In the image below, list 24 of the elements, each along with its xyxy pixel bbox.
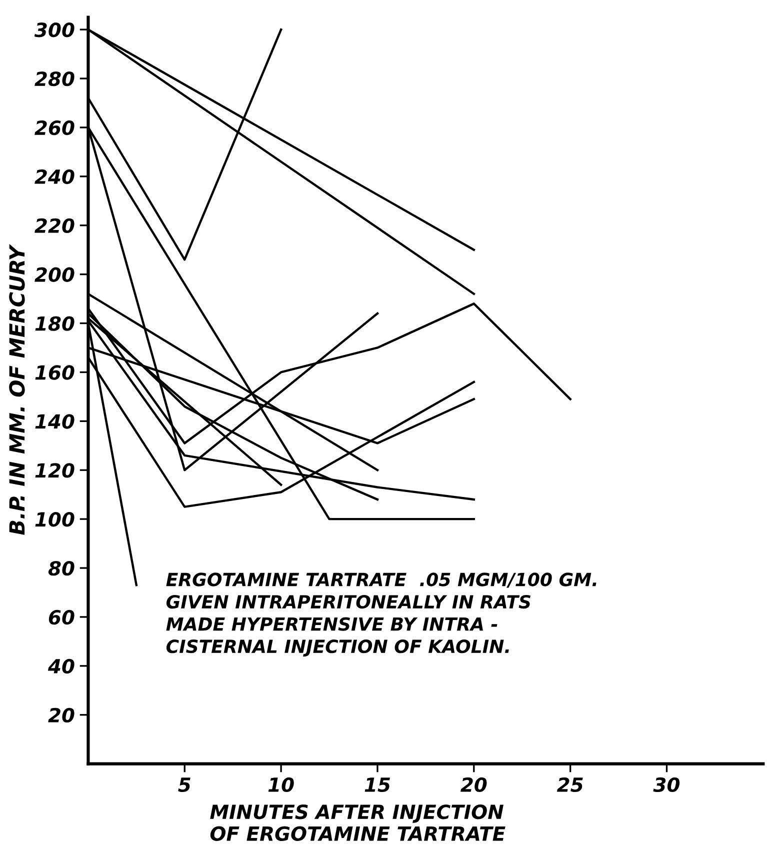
y-tick-label: 240 (34, 169, 74, 184)
y-axis-title: B.P. IN MM. OF MERCURY (9, 244, 25, 535)
y-tick-label: 140 (35, 414, 74, 429)
y-tick-label: 280 (34, 71, 74, 86)
x-tick-label: 10 (268, 777, 294, 792)
y-tick-label: 180 (35, 316, 74, 331)
annotation: ERGOTAMINE TARTRATE .05 MGM/100 GM. GIVEN INTRAPERITONEALLY IN RATS MADE HYPERTENSIVE BY INTRA - CISTERNAL INJECTION OF KAOLIN. (166, 572, 596, 657)
y-tick-label: 220 (34, 218, 74, 234)
y-tick-label: 300 (34, 22, 74, 38)
x-tick-label: 5 (178, 778, 190, 792)
x-tick-label: 15 (364, 778, 390, 792)
x-tick-label: 25 (556, 777, 583, 792)
y-tick-label: 40 (48, 658, 74, 674)
x-tick-label: 30 (653, 777, 680, 792)
y-tick-label: 100 (35, 512, 74, 527)
y-tick-label: 160 (35, 365, 74, 380)
y-tick-label: 60 (48, 610, 74, 625)
y-tick-label: 120 (35, 463, 74, 478)
y-tick-label: 80 (48, 560, 74, 576)
x-axis-title: MINUTES AFTER INJECTION OF ERGOTAMINE TARTRATE (210, 804, 506, 841)
y-tick-label: 200 (34, 267, 74, 282)
y-tick-label: 260 (34, 120, 74, 136)
y-tick-label: 20 (48, 708, 74, 723)
x-tick-label: 20 (460, 777, 487, 792)
